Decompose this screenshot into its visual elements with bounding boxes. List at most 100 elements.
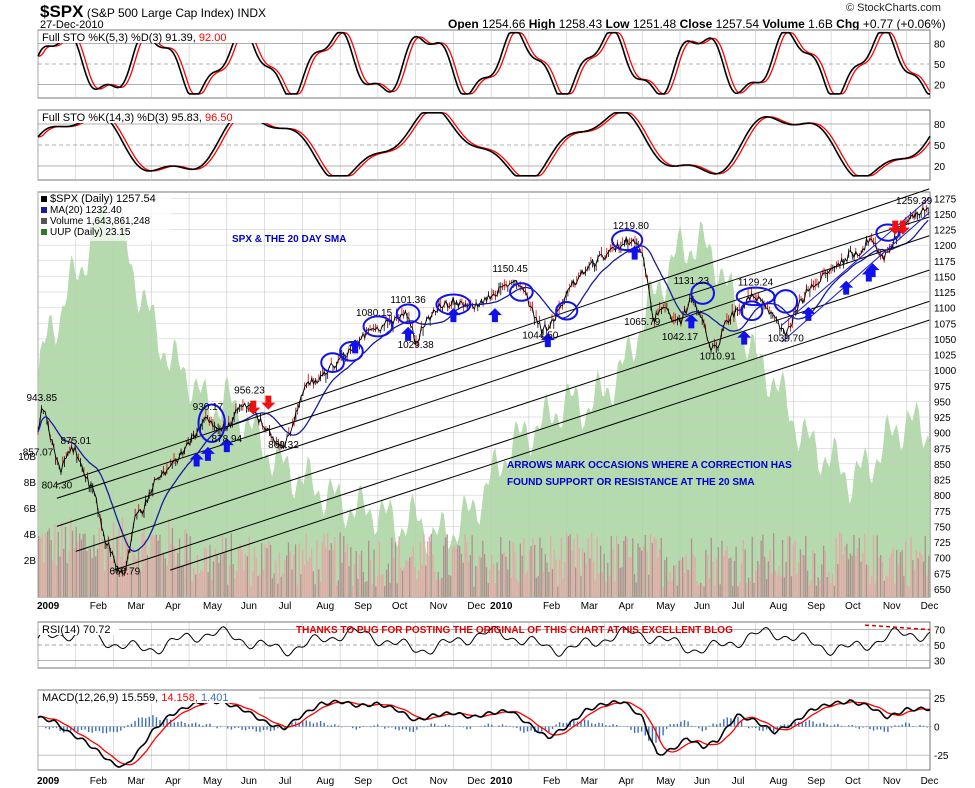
price-value-label: 804.30 [42,480,73,491]
macd-hist-bar [880,726,882,730]
volume-bar [100,542,102,597]
volume-bar [685,554,687,597]
volume-bar [778,566,780,597]
macd-hist-bar [830,725,832,727]
volume-bar [271,578,273,597]
volume-bar [104,570,106,597]
price-tick-label: 1225 [934,226,957,237]
volume-bar [484,554,486,597]
volume-bar [903,575,905,597]
x-tick-label: Mar [581,601,599,612]
stoch-slow-tick-label: 50 [934,141,946,152]
volume-bar [781,539,784,597]
volume-bar [307,560,309,597]
x-tick-label: 2010 [490,601,513,612]
macd-hist-bar [409,726,411,732]
volume-bar [312,571,314,597]
macd-hist-bar [316,722,318,727]
rsi-tick-label: 30 [934,656,946,667]
volume-bar [212,561,215,597]
volume-bar [917,558,919,597]
chart-annotation-note: FOUND SUPPORT OR RESISTANCE AT THE 20 SM… [507,477,755,488]
macd-hist-bar [444,724,447,727]
volume-bar [269,544,272,597]
macd-hist-bar [252,726,254,730]
x-tick-label: Jul [732,601,745,612]
macd-hist-bar [384,726,386,729]
macd-hist-bar [220,726,222,728]
volume-bar [389,582,391,597]
stoch-fast-legend-d: 92.00 [199,32,227,44]
price-tick-label: 1150 [934,272,956,283]
highlight-circle [740,300,764,322]
macd-hist-bar [319,721,322,727]
legend-swatch [41,207,47,213]
volume-bar [359,554,361,597]
volume-bar [660,538,662,597]
rsi-legend: RSI(14) 70.72 [42,624,110,636]
volume-bar [519,543,521,597]
price-legend-entry: UUP (Daily) 23.15 [50,227,131,238]
volume-bar [509,540,511,597]
volume-bar [847,559,850,597]
macd-hist-bar [819,723,821,727]
volume-bar [166,565,168,597]
volume-bar [139,571,141,597]
volume-bar [164,558,166,597]
volume-bar [844,546,846,597]
macd-hist-bar [448,725,450,727]
macd-hist-bar [170,719,172,727]
macd-hist-bar [833,724,836,727]
volume-bar [921,554,923,597]
volume-bar [819,580,821,597]
volume-bar [177,553,179,597]
volume-bar [218,563,220,597]
volume-bar [528,550,530,597]
highlight-circle [555,301,579,321]
macd-hist-bar [912,726,914,727]
volume-bar [189,536,191,597]
volume-bar [812,550,814,597]
volume-bar [525,575,527,597]
volume-bar [89,548,91,597]
volume-bar [537,576,539,597]
macd-hist-bar [605,725,607,727]
macd-hist-bar [758,726,761,731]
volume-bar [277,583,279,597]
ma20-line [37,219,929,552]
macd-hist-bar [412,726,414,732]
volume-bar [444,537,447,597]
highlight-circle [875,223,901,242]
volume-bar [626,538,628,597]
macd-hist-bar [237,726,240,728]
volume-bar [908,586,910,597]
macd-hist-bar [612,724,614,727]
volume-bar [913,569,916,597]
volume-bar [282,573,284,597]
macd-hist-bar [694,726,696,728]
volume-bar [278,552,281,597]
volume-bar [450,575,452,597]
volume-bar [530,546,532,597]
volume-bar [432,554,434,597]
legend-swatch [41,229,47,235]
price-tick-label: 1250 [934,210,957,221]
x-tick-label: Feb [543,601,561,612]
stoch-slow-legend: Full STO %K(14,3) %D(3) 95.83, 96.50 [42,112,233,124]
volume-bar [259,574,261,597]
volume-tick-label: 10B [18,452,36,463]
macd-hist-bar [141,717,143,727]
volume-bar [68,551,70,597]
macd-hist-bar [812,721,814,727]
volume-bar [409,557,411,597]
macd-hist-bar [644,726,646,736]
volume-bar [335,585,338,597]
macd-hist-bar [362,726,365,727]
macd-hist-bar [244,726,247,731]
macd-hist-bar [794,721,796,727]
volume-bar [250,585,252,597]
macd-hist-bar [134,720,136,727]
volume-bar [253,546,256,597]
macd-hist-bar [783,724,786,727]
price-legend-entry: Volume 1,643,861,248 [50,216,151,227]
